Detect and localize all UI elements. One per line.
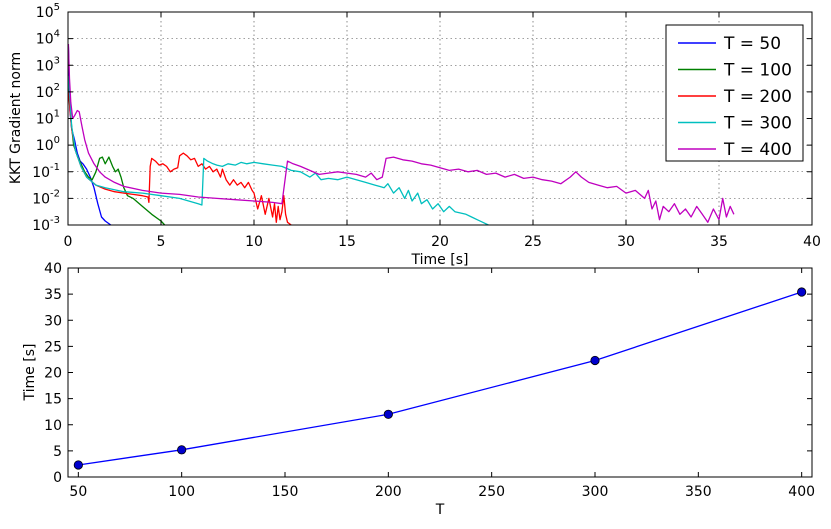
top-y-tick-exponent: -3 xyxy=(50,215,60,226)
top-series-group xyxy=(68,43,735,225)
top-y-tick-exponent: -1 xyxy=(50,162,60,173)
top-y-tick-base: 10 xyxy=(36,85,54,101)
bottom-y-axis-label: Time [s] xyxy=(22,344,38,402)
top-y-tick-base: 10 xyxy=(32,165,50,181)
top-x-tick-label: 5 xyxy=(157,234,166,250)
series-line-100 xyxy=(68,81,166,225)
bottom-y-tick-label: 40 xyxy=(44,261,62,277)
top-y-tick-label: 102 xyxy=(36,82,60,101)
time-vs-T-chart: 50 100 150 200 250 300 350 4000510152025303540 … xyxy=(22,261,815,518)
top-x-tick-label: 0 xyxy=(64,234,73,250)
bottom-x-tick-label: 400 xyxy=(788,484,815,500)
legend-label-100: T = 100 xyxy=(723,61,792,81)
bottom-y-tick-label: 35 xyxy=(44,287,62,303)
bottom-x-tick-label: 50 xyxy=(69,484,87,500)
bottom-x-axis-label: T xyxy=(435,502,445,518)
top-y-tick-exponent: 0 xyxy=(54,135,60,146)
legend-label-200: T = 200 xyxy=(723,87,792,107)
data-point-T50 xyxy=(73,460,83,470)
top-y-tick-base: 10 xyxy=(32,191,50,207)
series-line-400 xyxy=(68,43,735,223)
top-x-tick-label: 15 xyxy=(338,234,356,250)
data-point-T100 xyxy=(177,445,187,455)
top-x-axis-label: Time [s] xyxy=(411,252,469,268)
top-y-tick-base: 10 xyxy=(36,112,54,128)
top-y-tick-base: 10 xyxy=(36,5,54,21)
data-point-T200 xyxy=(383,409,393,419)
top-y-axis-label: KKT Gradient norm xyxy=(8,52,24,184)
top-y-tick-exponent: 4 xyxy=(54,29,60,40)
top-y-tick-base: 10 xyxy=(36,32,54,48)
bottom-y-tick-label: 15 xyxy=(44,392,62,408)
top-ticks: 0 5 10 15 20 25 30 35 4010-310-210-1100101102103… xyxy=(32,2,821,250)
top-x-tick-label: 20 xyxy=(431,234,449,250)
bottom-ticks: 50 100 150 200 250 300 350 400 0 5 10 15 20 25 30 35 40 xyxy=(44,261,815,500)
top-y-tick-label: 105 xyxy=(36,2,60,21)
top-y-tick-label: 103 xyxy=(36,55,60,74)
top-y-tick-label: 10-3 xyxy=(32,215,60,234)
top-y-tick-label: 10-2 xyxy=(32,188,60,207)
top-x-tick-label: 10 xyxy=(245,234,263,250)
bottom-x-tick-label: 150 xyxy=(272,484,299,500)
top-y-tick-label: 100 xyxy=(36,135,60,154)
bottom-x-tick-label: 250 xyxy=(478,484,505,500)
top-y-tick-base: 10 xyxy=(36,58,54,74)
bottom-y-tick-label: 25 xyxy=(44,339,62,355)
top-y-tick-base: 10 xyxy=(36,138,54,154)
top-y-tick-base: 10 xyxy=(32,218,50,234)
data-point-T400 xyxy=(797,287,807,297)
bottom-y-tick-label: 0 xyxy=(53,470,62,486)
top-y-tick-label: 104 xyxy=(36,29,60,48)
top-y-tick-exponent: 3 xyxy=(54,55,60,66)
bottom-y-tick-label: 30 xyxy=(44,313,62,329)
bottom-series-group xyxy=(73,287,807,470)
top-x-tick-label: 25 xyxy=(524,234,542,250)
top-x-tick-label: 35 xyxy=(710,234,728,250)
top-y-tick-exponent: 2 xyxy=(54,82,60,93)
top-y-tick-label: 10-1 xyxy=(32,162,60,181)
legend-label-50: T = 50 xyxy=(723,34,781,54)
top-y-tick-exponent: 5 xyxy=(54,2,60,13)
bottom-x-tick-label: 350 xyxy=(685,484,712,500)
legend-label-300: T = 300 xyxy=(723,114,792,134)
bottom-y-tick-label: 5 xyxy=(53,444,62,460)
top-y-tick-exponent: -2 xyxy=(50,188,60,199)
legend-label-400: T = 400 xyxy=(723,140,792,160)
top-x-tick-label: 40 xyxy=(803,234,821,250)
bottom-y-tick-label: 20 xyxy=(44,366,62,382)
bottom-y-tick-label: 10 xyxy=(44,418,62,434)
legend: T = 50 T = 100 T = 200 T = 300 T = 400 xyxy=(665,24,804,162)
series-line-300 xyxy=(68,75,489,225)
legend-box xyxy=(665,24,804,162)
data-point-T300 xyxy=(590,355,600,366)
top-y-tick-label: 101 xyxy=(36,109,60,128)
bottom-x-tick-label: 200 xyxy=(375,484,402,500)
bottom-x-tick-label: 100 xyxy=(168,484,195,500)
top-y-tick-exponent: 1 xyxy=(54,109,60,120)
top-x-tick-label: 30 xyxy=(617,234,635,250)
bottom-x-tick-label: 300 xyxy=(582,484,609,500)
